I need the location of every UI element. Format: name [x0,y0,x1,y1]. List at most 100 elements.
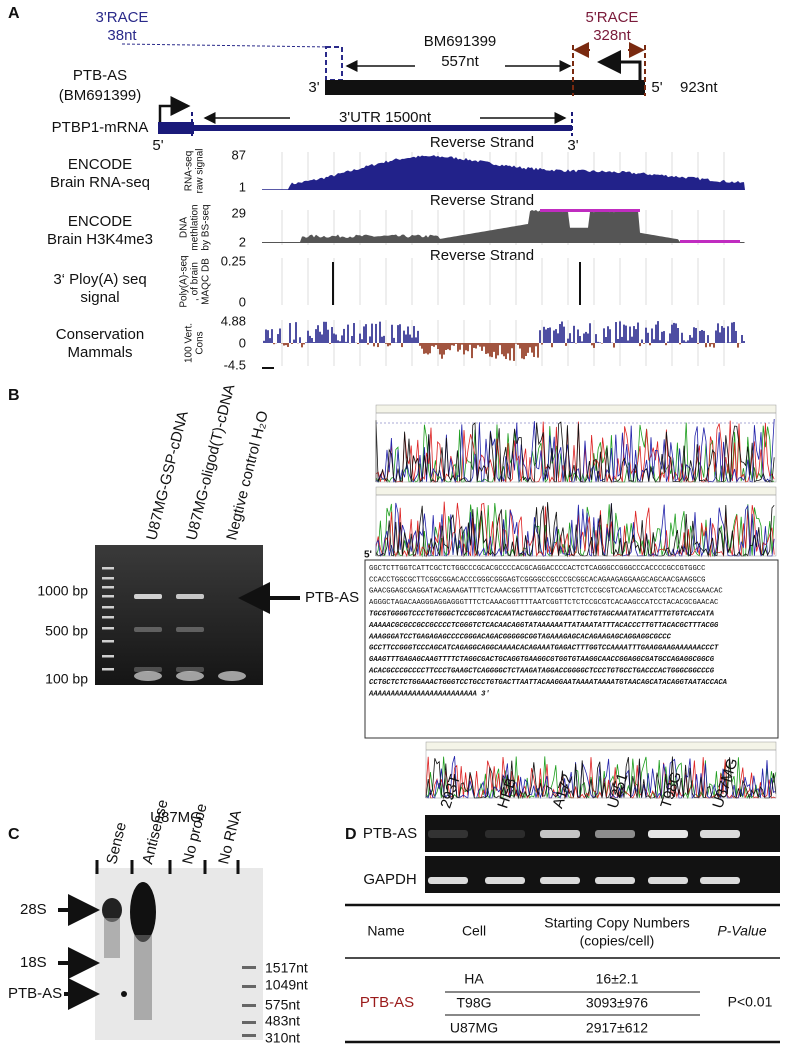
column-header: (copies/cell) [580,933,655,949]
exon [158,122,194,134]
gel-band [134,667,162,672]
sequence-line: GCCTTCCGGGTCCCAGCATCAGAGGCAGGCAAAACACAGA… [369,645,719,653]
band [130,882,156,942]
race3-box [325,46,343,81]
chromatogram-frame [425,741,777,799]
track-axis-title: , of brain [190,262,201,301]
strand-label: Reverse Strand [430,134,534,151]
column-header: Name [367,923,405,939]
lane-label: Negtive control H₂O [223,409,272,542]
est-name: BM691399 [424,33,497,50]
sequence-line: ACACGCCCGCCCCTTCCCTGAAGCTCAGGGGCTCTAAGAT… [368,668,715,676]
gene-id: (BM691399) [59,87,142,104]
gel-band [485,877,525,884]
size-marker: 1049nt [265,977,308,993]
ladder-band [242,1021,256,1024]
sequence-line: CCTGCTCTCTGGAAACTGGGTCCTGCCTGTGACTTAATTA… [369,679,727,687]
sequence-box [364,559,779,739]
track-tick: 0.25 [221,253,246,268]
highlight [540,209,640,212]
ladder-band [102,616,114,619]
panel-label: A [8,5,20,22]
ladder-band [102,640,114,643]
ladder-band [242,1034,256,1037]
sequence-line: TGCGTGGGGTCCCTGTGGGCTCCGCGGTCACAATACTGAG… [369,611,714,619]
track-tick: -4.5 [224,357,246,372]
track-axis-title: 100 Vert. [184,323,195,363]
rna-label: 28S [20,901,47,918]
track-name: Conservation [56,326,144,343]
sequence-line: AAAAACGCGCCGCCGCCCCTCGGGTCTCACAACAGGTATA… [368,622,719,630]
race3-title: 3'RACE [96,9,149,26]
race3-guide [121,43,331,48]
gel-band [428,877,468,884]
track-name: 3‘ Ploy(A) seq [53,271,146,288]
end-label: 3' [567,137,578,154]
sequence-line: AAAGGGATCCTGAGAGAGCCCCGGGACAGACGGGGGCGGT… [368,633,672,641]
lane-label: Antisense [139,798,171,866]
ladder-band [102,586,114,589]
gel-band [648,830,688,838]
race5-title: 5'RACE [586,9,639,26]
copy-number: 2917±612 [586,1020,648,1036]
panel-label: C [8,826,20,843]
track-tick: 2 [239,234,246,249]
column-header: Cell [462,923,486,939]
track-tick: 29 [232,205,246,220]
ladder-band [242,1004,256,1007]
chromatogram-header [376,405,776,413]
lane-label: T98G [657,770,685,811]
primer-spot [134,671,162,681]
spot [121,991,127,997]
p-value: P<0.01 [728,994,773,1010]
gel-band [595,877,635,884]
size-marker: 575nt [265,997,300,1013]
gel-band [176,627,204,632]
size-marker: 483nt [265,1013,300,1029]
panel-label: B [8,387,20,404]
smear [104,918,120,958]
track-axis-title: RNA-seq [184,151,195,192]
track-name: Mammals [67,344,132,361]
sequence-line: GAACGGAGCGAGGATACAGAAGATTTCTCAAACGGTTTTA… [369,588,723,596]
band-label: PTB-AS [305,589,359,606]
end-label: 5' [651,79,662,96]
cell-name: U87MG [450,1020,498,1036]
track-tick: 0 [239,294,246,309]
size-marker: 500 bp [45,623,88,639]
copy-number: 3093±976 [586,995,648,1011]
gel-band [134,627,162,632]
sequence-line: CCACCTGGCGCTTCGGCGGACACCCGGGCGGGAGTCGGGG… [369,576,705,584]
rna-label: PTB-AS [8,985,62,1002]
ladder-band [242,966,256,969]
trace [425,756,777,800]
race5-length: 328nt [593,27,631,44]
gene-label: GAPDH [363,871,416,888]
end-label: 5' [152,137,163,154]
utr-label: 3'UTR 1500nt [339,109,432,126]
trace [375,420,775,484]
ladder-band [102,595,114,598]
track-tick: 87 [232,147,246,162]
ladder-band [102,606,114,609]
gel-band [540,830,580,838]
track-name: ENCODE [68,156,132,173]
trace [375,420,775,484]
rna-label: 18S [20,954,47,971]
lane-label: U87MG-GSP-cDNA [143,409,192,542]
track-name: Brain RNA-seq [50,174,150,191]
transcript-bar [325,80,645,95]
cell-line: U87MG [150,809,202,826]
gel-band [428,830,468,838]
panel-b: B U87MG-GSP-cDNA U87MG-oligod(T)-cDNA Ne… [8,383,779,800]
sequence-line: GGCTCTTGGTCATTCGCTCTGGCCCGCACGCCCCACGCAG… [369,565,706,573]
size-marker: 310nt [265,1030,300,1046]
chromatograms [375,404,777,800]
size-marker: 1000 bp [37,583,88,599]
end-label: 5' [364,550,372,561]
strand-label: Reverse Strand [430,192,534,209]
gel-image [425,856,780,893]
track-axis-title: methlation [190,204,201,250]
track-tick: 1 [239,179,246,194]
